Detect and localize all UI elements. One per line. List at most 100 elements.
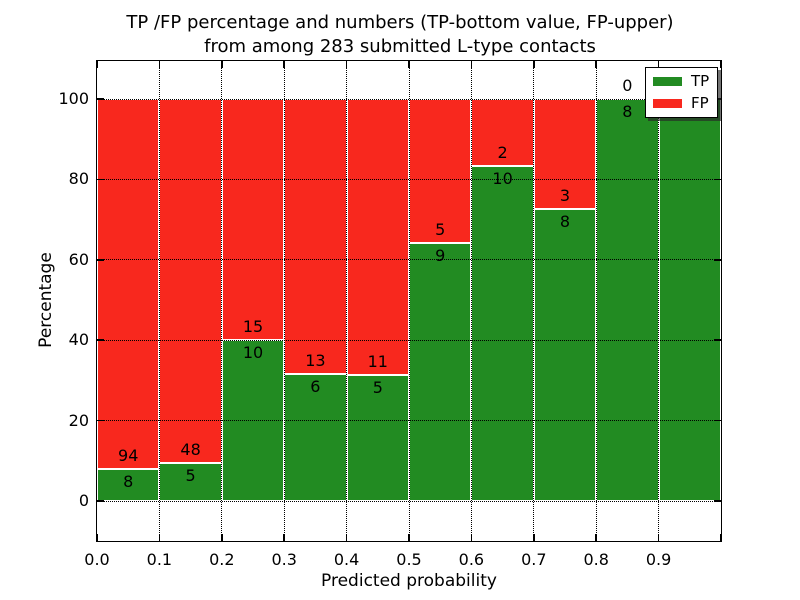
bar-segment-tp [346, 375, 409, 501]
y-tick-left [97, 500, 104, 502]
legend-swatch-tp-icon [653, 77, 682, 86]
bar-segment-tp [596, 99, 659, 501]
bar-label-fp: 13 [305, 351, 326, 371]
bar-label-tp: 5 [372, 378, 383, 398]
bar-segment-tp [97, 469, 160, 501]
x-tick-bottom [345, 534, 348, 541]
x-tick-label: 0.6 [458, 550, 485, 569]
bar-segment-tp [658, 99, 721, 501]
chart-title-line2: from among 283 submitted L-type contacts [204, 36, 596, 57]
x-tick-top [595, 61, 597, 68]
x-tick-label: 0.8 [583, 550, 609, 569]
bar-label-tp: 6 [310, 377, 321, 397]
bar-segment-fp [284, 99, 347, 375]
bar-label-tp: 8 [559, 211, 571, 231]
bar-segment-tp [409, 242, 472, 501]
legend-row: TP [653, 73, 709, 90]
bar-label-fp: 94 [118, 446, 139, 466]
bar-segment-tp [533, 208, 597, 501]
x-tick-top [657, 61, 660, 68]
legend-label: FP [691, 94, 709, 112]
x-tick-top [221, 61, 223, 68]
y-tick-label: 20 [68, 410, 89, 430]
x-tick-label: 0.0 [84, 550, 110, 569]
y-tick-left [97, 259, 104, 261]
y-tick-right [714, 178, 721, 181]
bar-segment-tp [471, 166, 534, 501]
y-tick-left [97, 339, 104, 341]
x-tick-label: 0.1 [146, 550, 173, 569]
chart-title-line1: TP /FP percentage and numbers (TP-bottom… [126, 12, 674, 33]
bar-segment-fp [97, 99, 160, 470]
chart-title: TP /FP percentage and numbers (TP-bottom… [0, 11, 800, 59]
legend-swatch-fp-icon [653, 99, 682, 108]
y-tick-right [714, 500, 721, 502]
x-tick-top [470, 61, 473, 68]
x-tick-bottom [533, 534, 535, 541]
y-tick-label: 0 [78, 491, 89, 510]
x-tick-top [283, 61, 285, 68]
x-tick-label: 0.5 [396, 550, 422, 569]
x-tick-bottom [221, 534, 223, 541]
gridline-vertical [158, 61, 160, 541]
legend-label: TP [691, 72, 710, 90]
bar-segment-fp [409, 99, 472, 243]
x-tick-top [158, 61, 161, 68]
x-tick-label: 0.9 [645, 550, 672, 569]
gridline-vertical [408, 61, 410, 541]
gridline-vertical [283, 61, 285, 541]
gridline-vertical [221, 61, 223, 541]
bar-segment-fp [159, 99, 222, 464]
x-axis-label: Predicted probability [321, 571, 497, 591]
bar-label-fp: 2 [497, 143, 508, 162]
x-tick-bottom [283, 534, 285, 541]
bar-label-fp: 15 [242, 317, 264, 337]
bar-label-tp: 9 [435, 245, 446, 265]
x-tick-label: 0.2 [209, 550, 235, 569]
x-tick-top [720, 61, 722, 68]
y-tick-left [97, 419, 104, 422]
gridline-vertical [595, 61, 597, 541]
bar-segment-tp [159, 463, 222, 501]
gridline-vertical [533, 61, 535, 541]
gridline-vertical [658, 61, 660, 541]
x-tick-top [96, 61, 98, 68]
x-tick-top [533, 61, 535, 68]
x-tick-bottom [657, 534, 660, 541]
y-axis-label: Percentage [36, 252, 56, 348]
x-tick-bottom [470, 534, 473, 541]
y-tick-right [714, 419, 721, 422]
x-tick-bottom [96, 534, 98, 541]
bar-label-tp: 5 [185, 466, 196, 486]
gridline-vertical [470, 61, 472, 541]
bar-label-fp: 48 [180, 440, 201, 460]
bar-label-tp: 8 [622, 102, 633, 121]
bar-label-fp: 11 [367, 352, 388, 372]
x-tick-label: 0.3 [271, 550, 297, 569]
x-tick-bottom [595, 534, 597, 541]
bar-label-fp: 0 [622, 76, 633, 95]
bar-label-tp: 8 [123, 472, 134, 492]
bar-segment-tp [284, 374, 347, 501]
bar-segment-fp [221, 99, 285, 341]
plot-area: Percentage Predicted probability 94 8 48 5 1… [36, 60, 722, 591]
legend: TP FP [645, 67, 719, 118]
y-tick-left [97, 178, 104, 181]
y-tick-label: 100 [58, 89, 89, 108]
bar-segment-fp [471, 99, 534, 166]
y-tick-label: 60 [68, 249, 89, 269]
x-tick-top [408, 61, 410, 68]
bar-label-tp: 10 [492, 169, 513, 188]
bar-label-tp: 10 [242, 343, 264, 363]
x-tick-label: 0.7 [521, 550, 547, 569]
x-tick-bottom [720, 534, 722, 541]
y-tick-right [714, 259, 721, 261]
y-tick-left [97, 98, 104, 100]
legend-row: FP [653, 95, 709, 112]
x-tick-top [345, 61, 348, 68]
y-tick-right [714, 339, 721, 341]
gridline-vertical [346, 61, 348, 541]
x-tick-label: 0.4 [333, 550, 360, 569]
bar-label-fp: 5 [435, 219, 446, 239]
